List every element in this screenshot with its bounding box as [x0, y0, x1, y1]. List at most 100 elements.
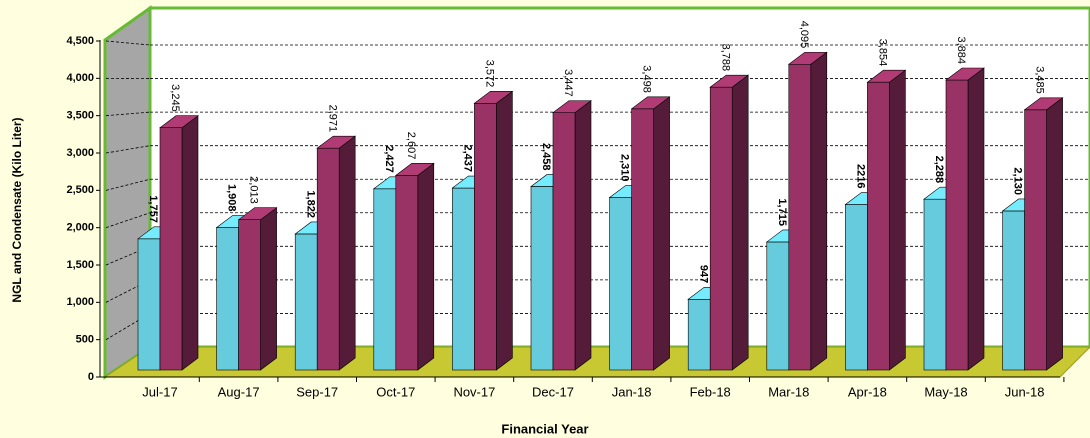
data-label: 2,130 — [1012, 167, 1024, 195]
data-label: 1,822 — [304, 190, 316, 218]
bar — [631, 108, 654, 371]
bar-side — [496, 90, 513, 371]
bar-side — [260, 207, 277, 371]
bar-side — [338, 135, 356, 371]
y-tick-label: 500 — [76, 334, 94, 346]
bar-top — [630, 96, 671, 110]
bar-top — [866, 69, 907, 83]
bar — [159, 127, 183, 371]
bar-top — [473, 90, 514, 104]
x-tick-label: May-18 — [924, 384, 967, 399]
data-label: 3,788 — [719, 44, 731, 72]
data-label: 3,498 — [641, 65, 653, 93]
x-tick-label: Mar-18 — [768, 384, 809, 399]
bar-side — [967, 67, 985, 371]
data-label: 2,458 — [540, 143, 552, 171]
x-tick-label: Sep-17 — [296, 384, 338, 399]
bar — [845, 204, 868, 371]
data-label: 1,908 — [226, 184, 238, 212]
data-label: 3,854 — [876, 39, 888, 67]
data-label: 1,757 — [147, 195, 159, 223]
bar-side — [417, 162, 435, 371]
y-tick-label: 1,500 — [66, 259, 94, 271]
bar — [1024, 109, 1047, 371]
bar — [452, 187, 475, 371]
data-label: 2,607 — [405, 132, 417, 160]
grid-line — [105, 178, 151, 191]
data-label: 3,572 — [483, 60, 495, 88]
x-tick-label: Nov-17 — [453, 384, 495, 399]
grid-line — [105, 212, 151, 229]
y-tick-label: 2,000 — [66, 222, 94, 234]
x-tick-label: Apr-18 — [848, 384, 887, 399]
bar-top — [552, 100, 592, 113]
bar-top — [159, 115, 199, 129]
data-label: 3,884 — [955, 36, 967, 64]
data-label: 2216 — [854, 164, 866, 188]
x-tick-label: Jul-17 — [142, 384, 177, 399]
grid-line — [105, 245, 151, 266]
data-label: 2,310 — [619, 154, 631, 182]
bar — [788, 63, 812, 371]
bar-top — [787, 51, 828, 65]
bar — [766, 241, 790, 371]
bar — [609, 197, 632, 371]
bar — [552, 112, 576, 371]
x-tick-label: Oct-17 — [376, 384, 415, 399]
x-tick-label: Dec-17 — [532, 384, 574, 399]
bar-side — [1046, 97, 1063, 371]
bar — [474, 102, 497, 371]
data-label: 2,427 — [383, 145, 395, 173]
bar-top — [709, 74, 750, 88]
bar-side — [889, 69, 906, 371]
data-label: 3,447 — [562, 69, 574, 97]
data-label: 1,715 — [776, 198, 788, 226]
bar — [238, 219, 261, 371]
bar-side — [653, 96, 670, 371]
data-label: 4,095 — [798, 21, 810, 49]
bar-top — [394, 163, 435, 176]
data-label: 2,971 — [326, 105, 338, 133]
grid-line — [105, 145, 151, 154]
bar — [923, 198, 947, 371]
bar — [373, 188, 397, 371]
bar — [709, 86, 733, 371]
data-label: 2,288 — [933, 156, 945, 184]
data-label: 3,485 — [1034, 66, 1046, 94]
bar-side — [731, 74, 749, 371]
bar — [395, 175, 419, 371]
y-tick-label: 3,000 — [66, 147, 94, 159]
bar — [1002, 210, 1025, 371]
bar-side — [810, 51, 828, 371]
bar — [137, 238, 161, 371]
x-tick-label: Jun-18 — [1005, 384, 1045, 399]
bar-side — [181, 115, 199, 371]
data-label: 3,245 — [169, 84, 181, 112]
x-tick-label: Aug-17 — [218, 384, 260, 399]
x-axis-title: Financial Year — [501, 421, 588, 436]
bar — [216, 227, 239, 371]
data-label: 947 — [697, 265, 709, 283]
x-tick-label: Feb-18 — [690, 384, 731, 399]
y-tick-label: 1,000 — [66, 296, 94, 308]
data-label: 2,437 — [461, 145, 473, 173]
bar — [294, 233, 318, 371]
y-tick-label: 3,500 — [66, 110, 94, 122]
y-tick-label: 2,500 — [66, 184, 94, 196]
bar — [316, 147, 340, 371]
bar — [867, 81, 890, 371]
bar-top — [237, 207, 278, 220]
y-axis-title: NGL and Condensate (Kilo Liter) — [10, 117, 24, 302]
bar — [530, 186, 554, 371]
bar-top — [945, 67, 985, 81]
bar-top — [1023, 97, 1064, 111]
y-tick-label: 4,000 — [66, 72, 94, 84]
data-label: 2,013 — [248, 176, 260, 204]
grid-line — [105, 40, 151, 46]
bar — [945, 79, 969, 371]
y-tick-label: 0 — [88, 371, 94, 383]
grid-line — [105, 111, 151, 117]
bar-top — [316, 135, 357, 149]
x-tick-label: Jan-18 — [612, 384, 652, 399]
